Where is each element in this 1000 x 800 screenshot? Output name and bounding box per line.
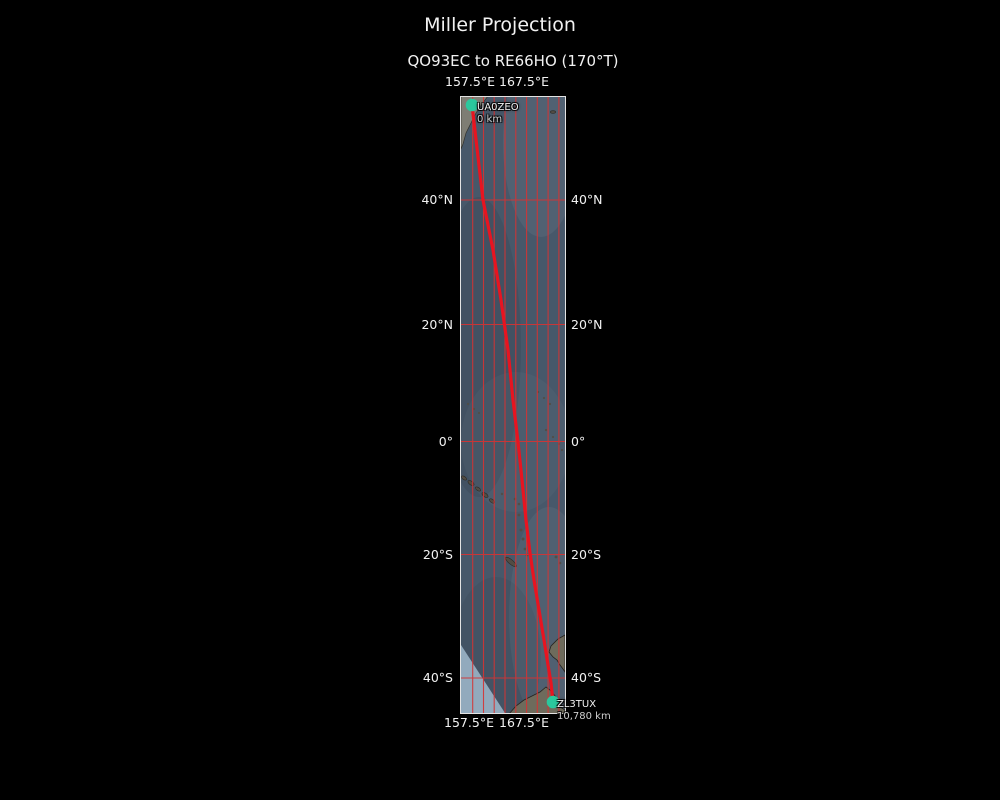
origin-label: UA0ZEO 0 km [477,102,519,126]
origin-callsign: UA0ZEO [477,102,519,113]
island-aleutian [550,110,556,114]
lat-label-left-20s: 20°S [422,547,453,562]
destination-distance: 10,780 km [557,711,611,722]
destination-callsign: ZL3TUX [557,699,597,710]
land-kamchatka [461,97,488,150]
lon-label-bottom-167: 167.5°E [499,715,549,730]
lon-label-bottom-157: 157.5°E [444,715,494,730]
lat-label-right-40s: 40°S [571,670,602,685]
lat-label-right-40n: 40°N [571,192,603,207]
lat-label-right-20s: 20°S [571,547,602,562]
marker-origin [465,98,479,112]
island-new-caledonia [505,556,517,568]
map-plot [460,96,566,714]
lat-label-left-40n: 40°N [421,192,453,207]
destination-label: ZL3TUX 10,780 km [557,699,611,723]
map-svg [461,97,565,713]
route-path [470,103,555,704]
figure-title: Miller Projection [424,14,576,36]
lat-label-left-20n: 20°N [421,317,453,332]
land-nz-north-island [548,634,565,673]
lat-label-left-40s: 40°S [422,670,453,685]
origin-distance: 0 km [477,114,503,125]
axes-subtitle: QO93EC to RE66HO (170°T) [407,52,619,70]
lat-label-right-20n: 20°N [571,317,603,332]
marker-destination [546,695,560,709]
lon-label-top-157: 157.5°E [445,74,495,89]
lat-label-right-0: 0° [571,434,586,449]
lon-label-top-167: 167.5°E [499,74,549,89]
lat-label-left-0: 0° [438,434,453,449]
